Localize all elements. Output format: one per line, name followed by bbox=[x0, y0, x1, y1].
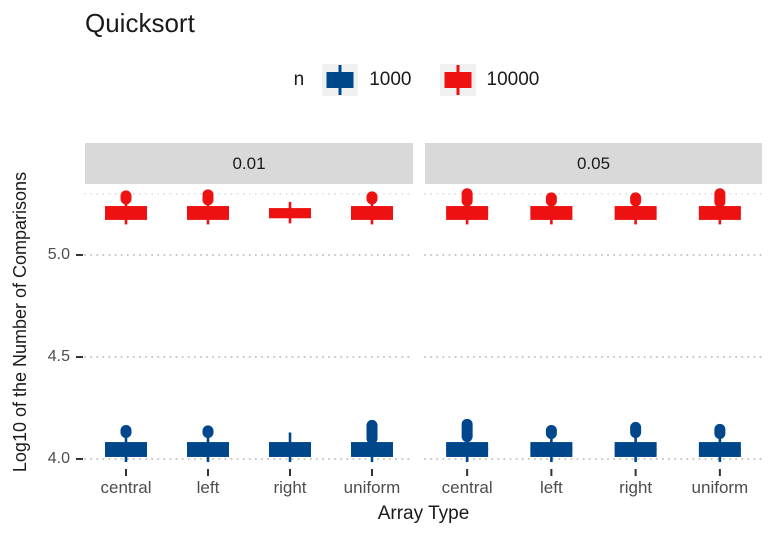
x-tick-label: right bbox=[273, 478, 306, 497]
legend-label-10000: 10000 bbox=[486, 69, 540, 90]
facet-strip-0.01: 0.01 bbox=[85, 143, 413, 184]
legend: n 1000 10000 bbox=[85, 60, 762, 100]
boxplot-outlier bbox=[461, 418, 473, 443]
x-axis-title: Array Type bbox=[377, 503, 470, 524]
boxplot-outlier bbox=[120, 424, 132, 438]
legend-entry-1000: 1000 bbox=[322, 64, 412, 96]
x-tick-label: uniform bbox=[692, 478, 749, 497]
facet-strip-0.05: 0.05 bbox=[425, 143, 762, 184]
y-tick-label-5.0: 5.0 bbox=[47, 246, 70, 263]
y-tick-label-4.0: 4.0 bbox=[47, 450, 70, 467]
boxplot-outlier bbox=[366, 419, 378, 445]
x-tick-label: uniform bbox=[344, 478, 401, 497]
boxplot-outlier bbox=[202, 189, 214, 206]
x-tick-label: central bbox=[442, 478, 493, 497]
x-tick-label: left bbox=[197, 478, 220, 497]
legend-label-1000: 1000 bbox=[369, 69, 412, 90]
chart-title: Quicksort bbox=[85, 8, 195, 38]
boxplot-outlier bbox=[714, 423, 726, 439]
boxplot-outlier bbox=[545, 424, 557, 439]
x-tick-label: central bbox=[100, 478, 151, 497]
boxplot-key-blue-icon bbox=[322, 64, 359, 96]
boxplot-outlier bbox=[202, 425, 214, 438]
boxplot-outlier bbox=[630, 421, 642, 438]
boxplot-outlier bbox=[714, 188, 726, 208]
boxplot-outlier bbox=[545, 192, 557, 207]
boxplot-outlier bbox=[120, 190, 132, 205]
boxplot-outlier bbox=[366, 191, 378, 205]
boxplot-outlier bbox=[461, 188, 473, 207]
x-tick-label: right bbox=[619, 478, 652, 497]
legend-key-box bbox=[444, 72, 471, 88]
legend-entry-10000: 10000 bbox=[439, 64, 540, 96]
y-tick-label-4.5: 4.5 bbox=[47, 348, 70, 365]
boxplot-key-red-icon bbox=[439, 64, 476, 96]
legend-title: n bbox=[293, 69, 305, 90]
boxplot-outlier bbox=[630, 192, 642, 207]
legend-key-box bbox=[326, 72, 354, 88]
x-tick-label: left bbox=[540, 478, 563, 497]
